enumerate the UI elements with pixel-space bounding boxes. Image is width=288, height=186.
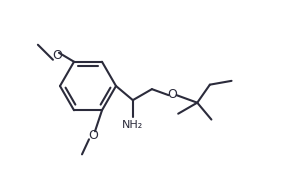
Text: O: O [168,88,177,101]
Text: O: O [52,49,62,62]
Text: NH₂: NH₂ [122,120,143,130]
Text: O: O [88,129,98,142]
